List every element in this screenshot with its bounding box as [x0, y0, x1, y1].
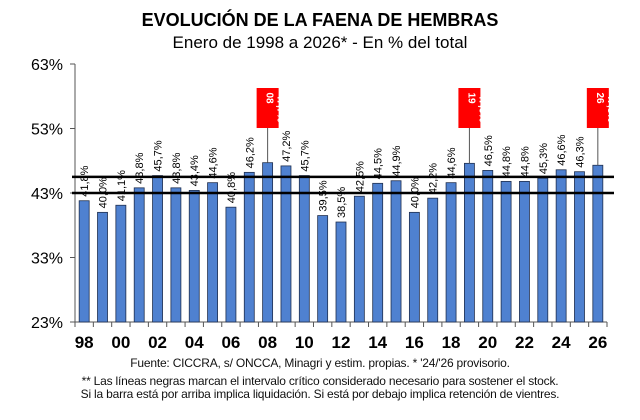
bar-2017	[427, 197, 439, 323]
x-tick-label: 16	[405, 333, 424, 352]
bar-2002	[152, 175, 163, 323]
bar-2013	[353, 195, 365, 323]
x-tick-label: 14	[368, 333, 387, 352]
data-label: 46,5%	[483, 135, 495, 166]
bar-2006	[225, 206, 237, 323]
x-tick-label: 10	[295, 333, 314, 352]
x-tick-label: 18	[442, 333, 461, 352]
data-label: 46,2%	[244, 137, 256, 168]
data-label: 40,0%	[409, 177, 421, 208]
x-tick-label: 12	[332, 333, 351, 352]
footnote: ** Las líneas negras marcan el intervalo…	[0, 375, 640, 401]
chart-subtitle: Enero de 1998 a 2026* - En % del total	[172, 33, 468, 52]
data-label: 40,8%	[226, 172, 238, 203]
bar-2024	[555, 169, 567, 323]
callout-year: 08	[264, 92, 275, 104]
data-label: 42,5%	[354, 161, 366, 192]
x-tick-label: 06	[221, 333, 240, 352]
bar-2016	[408, 211, 420, 323]
bar-2010	[298, 175, 310, 323]
data-label: 44,9%	[391, 145, 403, 176]
x-tick-label: 22	[515, 333, 534, 352]
data-label: 42,2%	[428, 163, 440, 194]
x-tick-label: 24	[552, 333, 571, 352]
bar-2015	[390, 180, 402, 323]
callout-box	[586, 88, 609, 128]
bar-2007	[243, 171, 255, 323]
bar-2004	[188, 190, 200, 323]
data-label: 44,8%	[519, 146, 531, 177]
callout-value: 47,7%	[275, 94, 286, 122]
callout-value: 47,3%	[605, 94, 616, 122]
data-label: 43,8%	[134, 152, 146, 183]
data-label: 46,3%	[574, 136, 586, 167]
y-tick-label: 53%	[31, 122, 63, 139]
data-label: 39,5%	[318, 180, 330, 211]
data-label: 45,7%	[153, 140, 165, 171]
data-label: 44,6%	[446, 147, 458, 178]
callout-box	[458, 88, 481, 128]
bar-2022	[519, 180, 530, 323]
data-label: 46,6%	[556, 134, 568, 165]
y-tick-label: 63%	[31, 57, 63, 74]
callout-year: 26	[594, 92, 605, 104]
bar-2018	[445, 182, 457, 323]
x-tick-label: 08	[258, 333, 277, 352]
data-label: 40,0%	[98, 177, 110, 208]
bar-2021	[500, 180, 512, 323]
x-tick-label: 98	[75, 333, 94, 352]
x-tick-label: 26	[588, 333, 607, 352]
bar-2020	[482, 170, 494, 323]
data-label: 43,4%	[189, 155, 201, 186]
data-label: 43,8%	[171, 152, 183, 183]
callout-year: 19	[465, 92, 476, 104]
bar-2023	[537, 177, 549, 323]
data-label: 38,5%	[336, 187, 348, 218]
data-label: 41,1%	[116, 170, 128, 201]
data-label: 44,8%	[501, 146, 513, 177]
data-label: 44,6%	[208, 147, 220, 178]
bar-2001	[133, 187, 145, 323]
y-tick-label: 43%	[31, 186, 63, 203]
callout-box	[256, 88, 279, 128]
x-tick-label: 02	[148, 333, 167, 352]
bar-2026	[592, 164, 604, 323]
bar-2000	[115, 204, 127, 323]
data-label: 44,5%	[373, 148, 385, 179]
bar-2011	[317, 215, 329, 323]
bar-1999	[97, 211, 108, 323]
bar-2025	[574, 171, 585, 323]
bar-2019	[464, 162, 475, 323]
x-tick-label: 04	[185, 333, 204, 352]
callout-value: 47,6%	[476, 94, 487, 122]
x-tick-label: 00	[111, 333, 130, 352]
y-tick-label: 23%	[31, 315, 63, 332]
bar-1998	[78, 200, 90, 323]
footnote-line-2: Si la barra está por arriba implica liqu…	[80, 387, 560, 401]
bar-2003	[170, 187, 182, 323]
bar-2008	[262, 162, 274, 323]
bar-2012	[335, 221, 347, 323]
source-note: Fuente: CICCRA, s/ ONCCA, Minagri y esti…	[130, 356, 510, 370]
chart-title: EVOLUCIÓN DE LA FAENA DE HEMBRAS	[141, 10, 499, 30]
x-tick-label: 20	[478, 333, 497, 352]
data-label: 45,3%	[538, 143, 550, 174]
bar-2009	[280, 165, 292, 323]
data-label: 47,2%	[281, 131, 293, 162]
bar-2005	[207, 182, 218, 323]
data-label: 45,7%	[299, 140, 311, 171]
bar-2014	[372, 182, 384, 323]
data-label: 41,8%	[79, 165, 91, 196]
y-tick-label: 33%	[31, 251, 63, 268]
footnote-line-1: ** Las líneas negras marcan el intervalo…	[81, 374, 559, 388]
